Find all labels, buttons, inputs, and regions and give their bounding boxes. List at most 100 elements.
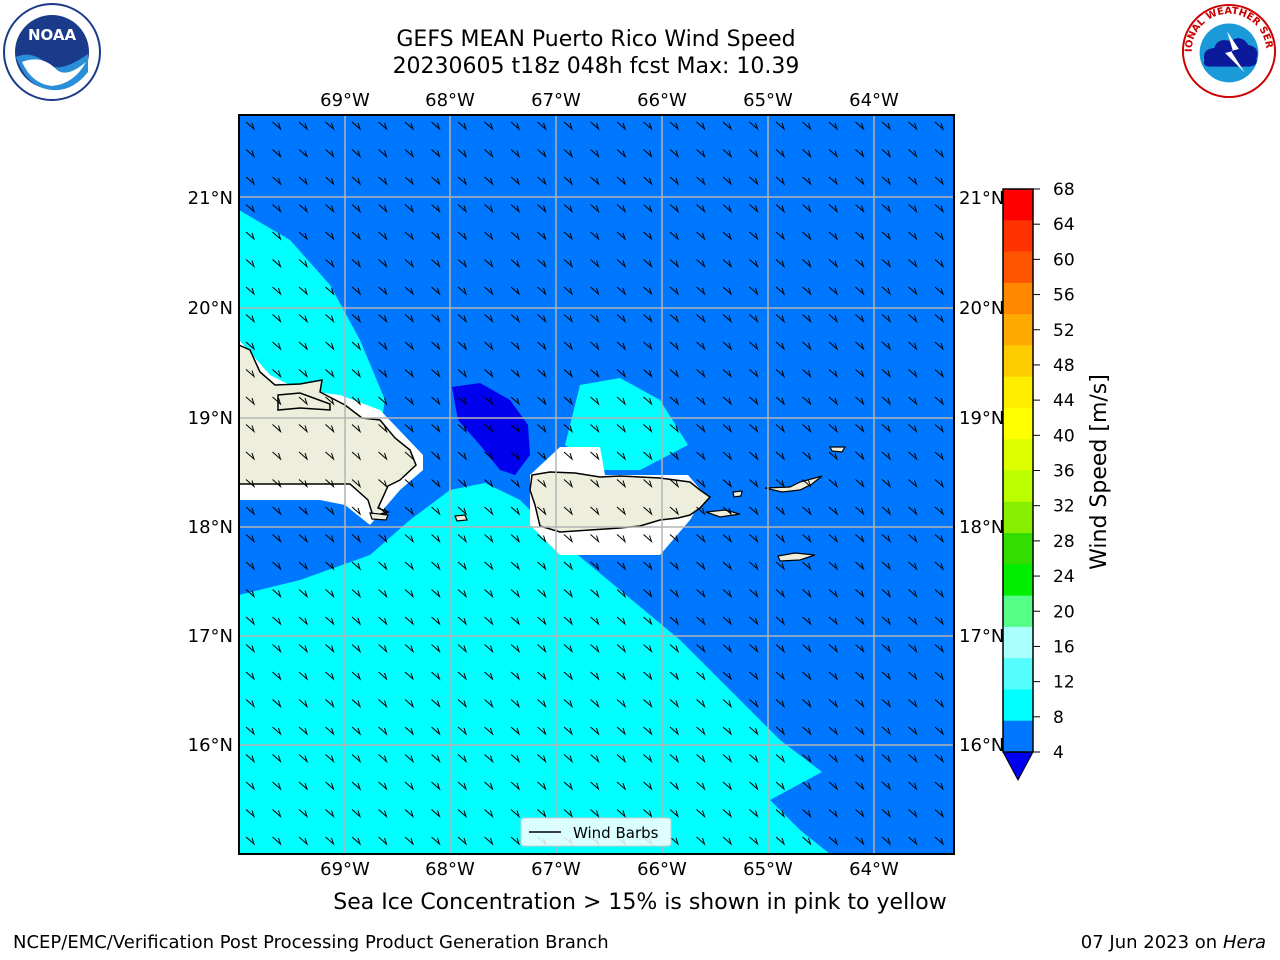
- wind-barb: [404, 671, 415, 681]
- wind-barb: [325, 506, 335, 516]
- hispaniola-land: [239, 344, 417, 517]
- wind-barb: [431, 671, 441, 681]
- wind-barb: [749, 699, 759, 709]
- wind-barb: [351, 286, 362, 296]
- wind-barb: [457, 121, 468, 131]
- wind-barb: [802, 259, 812, 269]
- wind-barb: [616, 561, 627, 571]
- wind-barb: [272, 424, 282, 434]
- wind-barb: [722, 231, 733, 241]
- wind-barb: [537, 644, 547, 654]
- wind-barb: [722, 589, 733, 599]
- colorbar-tick-label: 28: [1053, 532, 1075, 552]
- lon-label-bottom: 66°W: [637, 859, 687, 880]
- wind-barb: [696, 286, 706, 296]
- wind-barb: [908, 616, 918, 626]
- wind-barb: [855, 149, 865, 159]
- wind-barb: [484, 809, 494, 819]
- colorbar-tick-label: 12: [1053, 673, 1075, 693]
- wind-barb: [537, 589, 547, 599]
- wind-barb: [855, 781, 865, 791]
- wind-barb: [245, 451, 256, 461]
- wind-barb: [696, 561, 706, 571]
- wind-barb: [696, 809, 706, 819]
- colorbar-tick-label: 16: [1053, 637, 1075, 657]
- wind-barb: [934, 424, 945, 434]
- lat-labels-right: 21°N 20°N 19°N 18°N 17°N 16°N: [959, 188, 1004, 756]
- wind-barb: [908, 506, 918, 516]
- lon-label-top: 66°W: [637, 90, 687, 111]
- wind-barb: [298, 369, 309, 379]
- wind-barb: [749, 506, 759, 516]
- wind-barb: [484, 259, 494, 269]
- wind-barb: [484, 699, 494, 709]
- wind-barb: [590, 644, 600, 654]
- wind-barb: [855, 616, 865, 626]
- wind-barb: [828, 369, 839, 379]
- puerto-rico-land: [529, 471, 712, 533]
- wind-barb: [378, 479, 388, 489]
- wind-barb: [245, 589, 256, 599]
- wind-barb: [722, 149, 733, 159]
- colorbar: 68 64 60 56 52 48 44 40 36 32 28 24 20 16 12 8 4 Wind Sp…: [1002, 180, 1112, 782]
- wind-barb: [643, 286, 653, 296]
- wind-barb: [775, 589, 786, 599]
- wind-barb: [669, 231, 680, 241]
- wind-barb: [404, 534, 415, 544]
- wind-barb: [828, 121, 839, 131]
- wind-barb: [510, 726, 521, 736]
- wind-barb: [696, 231, 706, 241]
- wind-barb: [908, 754, 918, 764]
- wind-barb: [749, 286, 759, 296]
- wind-barb: [802, 121, 812, 131]
- wind-barb: [563, 121, 574, 131]
- wind-barb: [537, 616, 547, 626]
- wind-barb: [802, 149, 812, 159]
- wind-barb: [510, 534, 521, 544]
- wind-barb: [590, 121, 600, 131]
- wind-barb: [749, 809, 759, 819]
- wind-barb: [908, 259, 918, 269]
- wind-barb: [245, 616, 256, 626]
- wind-barb: [722, 644, 733, 654]
- wind-barb: [616, 424, 627, 434]
- wind-barb: [590, 149, 600, 159]
- wind-barb: [696, 644, 706, 654]
- wind-barb: [484, 479, 494, 489]
- wind-barb: [722, 726, 733, 736]
- wind-barb: [908, 589, 918, 599]
- wind-barb: [298, 699, 309, 709]
- wind-barb: [457, 204, 468, 214]
- colorbar-tick-label: 4: [1053, 743, 1064, 763]
- wind-barb: [457, 341, 468, 351]
- wind-barb: [272, 534, 282, 544]
- wind-barb: [457, 671, 468, 681]
- wind-barb: [272, 809, 282, 819]
- wind-barb: [431, 176, 441, 186]
- wind-barb: [537, 369, 547, 379]
- wind-barb: [510, 341, 521, 351]
- wind-barb: [272, 231, 282, 241]
- wind-barb: [404, 809, 415, 819]
- colorbar-tick-label: 24: [1053, 567, 1075, 587]
- wind-barb: [908, 286, 918, 296]
- wind-barb: [669, 561, 680, 571]
- wind-barb: [669, 836, 680, 846]
- wind-barb: [484, 534, 494, 544]
- wind-barb: [510, 754, 521, 764]
- wind-barb: [828, 314, 839, 324]
- wind-barb: [881, 369, 892, 379]
- wind-barb: [828, 286, 839, 296]
- footer-host: Hera: [1222, 932, 1266, 953]
- wind-barb: [325, 369, 335, 379]
- wind-barb: [457, 314, 468, 324]
- wind-barb: [590, 726, 600, 736]
- wind-barb: [881, 121, 892, 131]
- wind-barb: [828, 341, 839, 351]
- colorbar-segment: [1003, 282, 1033, 315]
- wind-barb: [934, 121, 945, 131]
- lat-label-left: 19°N: [188, 408, 233, 429]
- wind-barb: [431, 506, 441, 516]
- wind-barb: [775, 534, 786, 544]
- lon-label-bottom: 64°W: [849, 859, 899, 880]
